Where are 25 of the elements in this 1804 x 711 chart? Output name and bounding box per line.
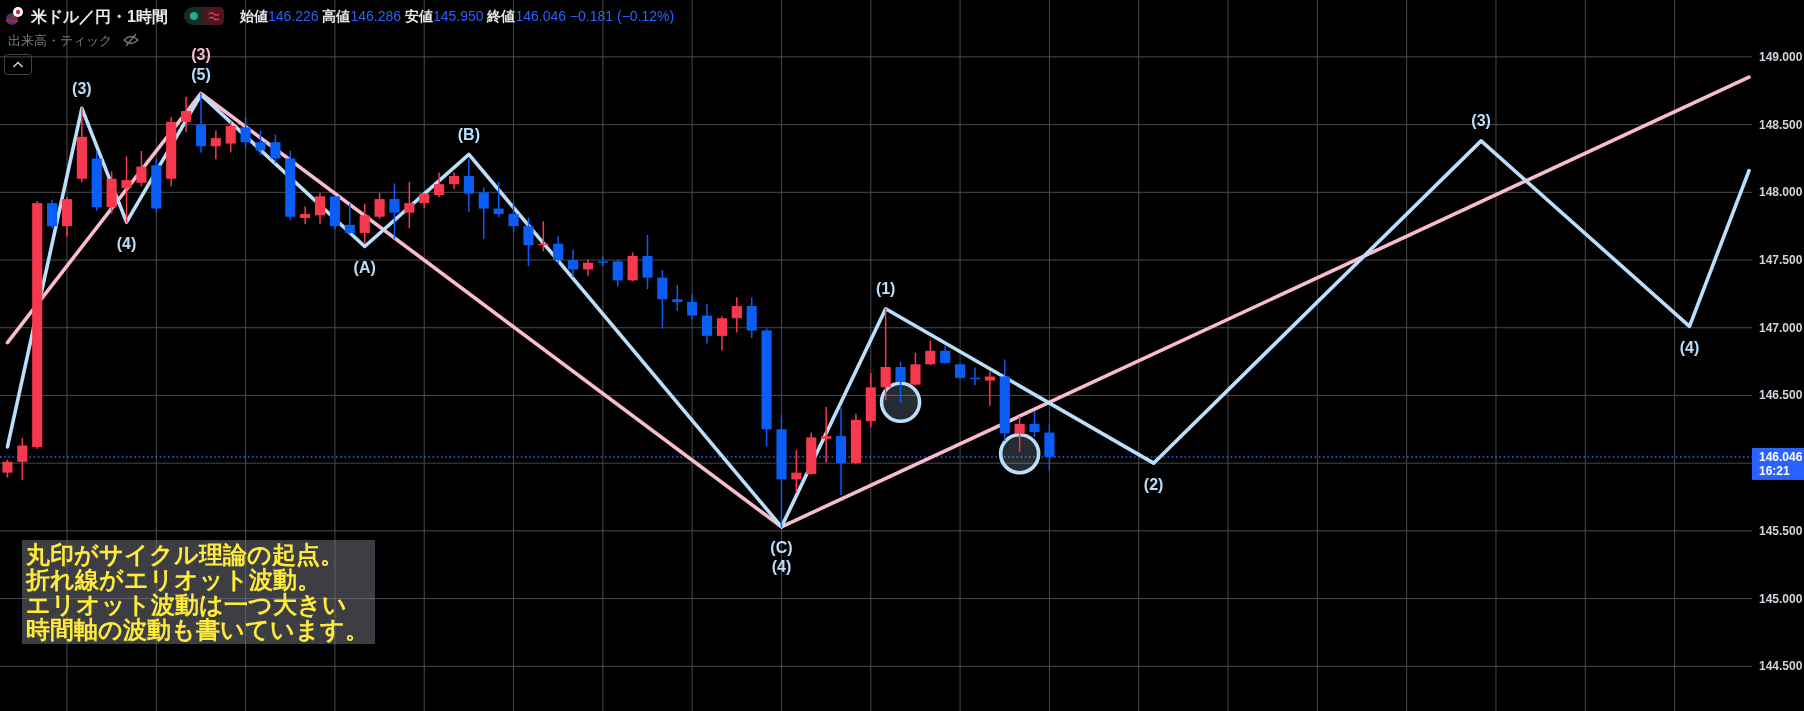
- y-tick-label: 146.500: [1759, 388, 1803, 403]
- annotation: (5): [191, 66, 211, 84]
- annotation: (3): [72, 79, 92, 97]
- y-tick-label: 148.000: [1759, 185, 1803, 200]
- text: 米ドル／円・1時間: [30, 7, 168, 26]
- y-tick-label: 148.500: [1759, 117, 1803, 132]
- y-tick-label: 147.000: [1759, 320, 1803, 335]
- annotation: (A): [353, 258, 376, 276]
- ref-line-label: 146.046 16:21: [1759, 449, 1803, 479]
- annotation: (4): [771, 558, 792, 576]
- text: 始値146.226 高値146.286 安値145.950 終値146.046 −0.181 (−0.12%): [238, 8, 675, 24]
- y-tick-label: 144.500: [1759, 659, 1803, 674]
- annotation: (4): [116, 234, 137, 252]
- annotation: (3): [1471, 112, 1491, 130]
- y-tick-label: 147.500: [1759, 253, 1803, 268]
- annotation: (C): [770, 539, 793, 557]
- y-tick-label: 145.000: [1759, 591, 1803, 606]
- annotation: (4): [1679, 338, 1700, 356]
- annotation: (2): [1143, 475, 1164, 493]
- annotation: (1): [875, 280, 896, 298]
- y-tick-label: 145.500: [1759, 523, 1803, 538]
- annotation: 出来高・ティック: [8, 32, 112, 48]
- annotation: (3): [191, 45, 211, 63]
- y-tick-label: 149.000: [1759, 49, 1803, 64]
- annotation: (B): [457, 125, 480, 143]
